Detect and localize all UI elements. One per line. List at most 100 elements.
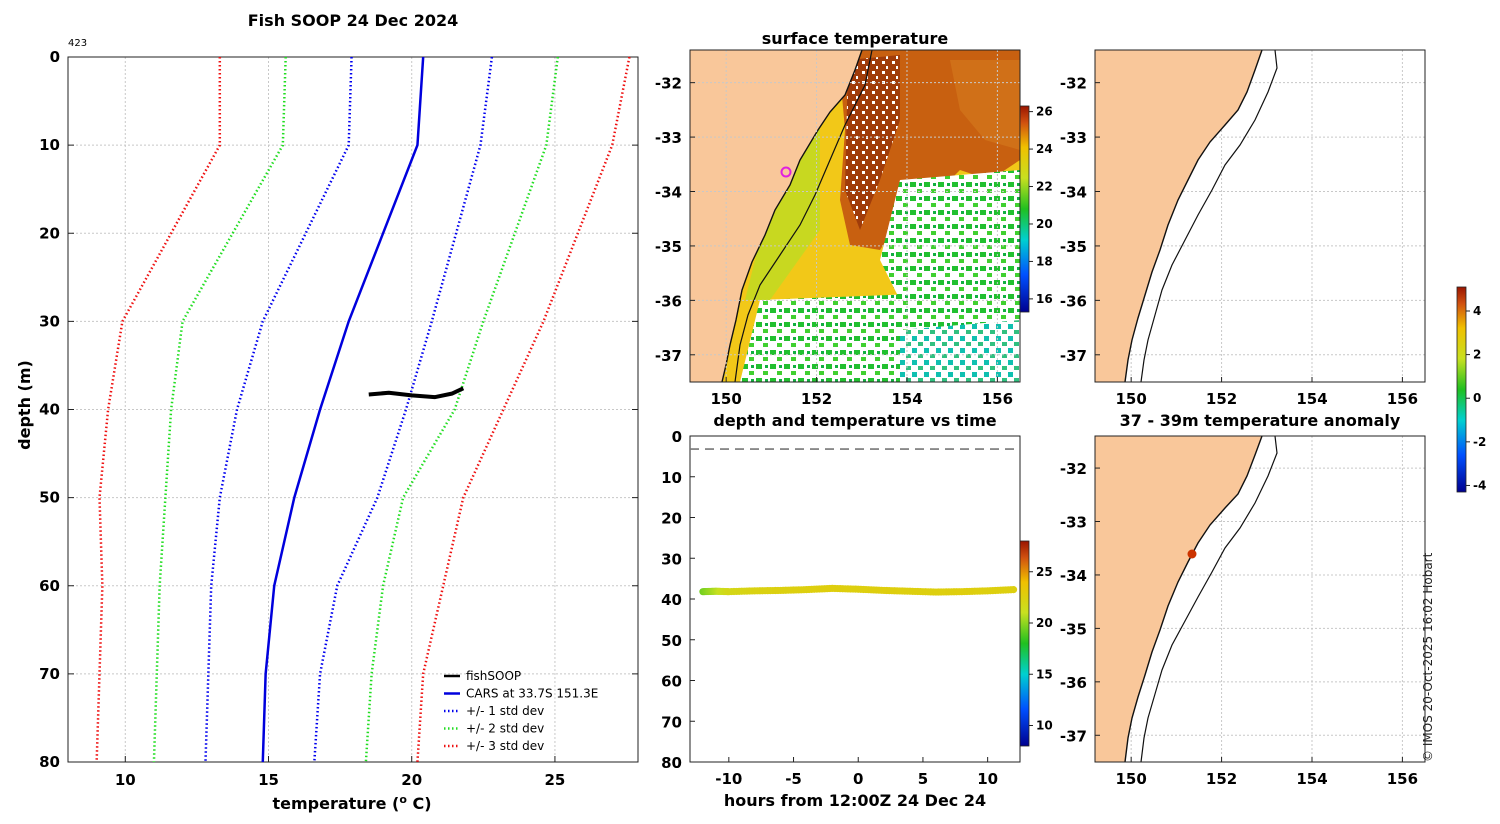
profile-ticks: 10 15 20 25 0 10 20 30 40 50 60 70 80 [39,48,638,789]
bathy-lon-tick-label: 154 [1296,390,1327,408]
profile-y-tick-label: 20 [39,224,60,242]
timeseries-colorbar [1019,540,1030,747]
timeseries-y-tick-label: 30 [661,550,682,568]
anomaly-contour [1140,435,1278,763]
anom-lon-tick-label: 152 [1206,770,1237,788]
anomaly-colorbar [1456,286,1467,493]
anomaly-colorbar-label: 2 [1473,348,1481,362]
bathy-land [1095,50,1262,382]
timeseries-panel: depth and temperature vs time -10 -5 0 5 10 0… [661,411,1053,810]
timeseries-x-tick-label: 10 [977,770,998,788]
profile-x-tick-label: 20 [401,771,422,789]
sst-lat-tick-label: -36 [655,292,682,310]
sst-cool-southeast [900,320,1020,382]
profile-legend-label: +/- 3 std dev [466,739,544,753]
sst-ticks: 150 152 154 156 -32 -33 -34 -35 -36 -37 [655,75,1013,408]
imos-credit-text: © IMOS 20-Oct-2025 16:02 Hobart [1421,552,1435,762]
timeseries-y-tick-label: 80 [661,754,682,772]
timeseries-axes-box [689,435,1021,763]
timeseries-point [1009,586,1018,594]
profile-x-tick-label: 15 [258,771,279,789]
timeseries-x-tick-label: 0 [853,770,863,788]
profile-series-line-0 [261,56,425,763]
anomaly-axes-box [1094,435,1426,763]
sst-lon-tick-label: 152 [801,390,832,408]
sst-coastline [721,49,863,383]
timeseries-y-tick-label: 50 [661,632,682,650]
sst-colorbar-label: 24 [1036,142,1053,156]
timeseries-y-tick-label: 70 [661,713,682,731]
sst-lat-tick-label: -32 [655,75,682,93]
profile-y-tick-label: 80 [39,753,60,771]
profile-fishsoop-line [368,386,465,400]
anomaly-map-title: 37 - 39m temperature anomaly [1120,411,1401,430]
anom-lon-tick-label: 156 [1387,770,1418,788]
profile-x-label: temperature (o C) [272,793,431,813]
anom-lat-tick-label: -32 [1060,460,1087,478]
sst-lat-tick-label: -37 [655,347,682,365]
anom-lat-tick-label: -36 [1060,674,1087,692]
anomaly-colorbar-label: -4 [1473,478,1486,492]
timeseries-y-tick-label: 60 [661,673,682,691]
profile-legend-label: +/- 1 std dev [466,704,544,718]
sst-lon-tick-label: 150 [711,390,742,408]
bathy-lat-tick-label: -35 [1060,238,1087,256]
timeseries-points [699,584,1018,596]
profile-y-tick-label: 50 [39,489,60,507]
anomaly-colorbar-ticks: 4 2 0 -2 -4 [1466,304,1486,492]
bathy-lat-tick-label: -33 [1060,129,1087,147]
profile-x-tick-label: 10 [115,771,136,789]
timeseries-colorbar-label: 20 [1036,616,1053,630]
profile-series-line-6 [416,56,631,763]
profile-y-tick-label: 10 [39,136,60,154]
sst-colorbar-label: 20 [1036,217,1053,231]
profile-y-tick-label: 60 [39,577,60,595]
profile-title: Fish SOOP 24 Dec 2024 [248,11,458,30]
profile-series-line-4 [364,56,560,763]
bathy-lat-tick-label: -36 [1060,292,1087,310]
profile-legend-label: fishSOOP [466,669,521,683]
profile-panel: Fish SOOP 24 Dec 2024 423 10 15 20 25 0 10 20 3… [15,11,639,813]
bathy-lat-tick-label: -34 [1060,184,1087,202]
profile-series [95,56,631,763]
profile-series-line-5 [95,57,222,763]
profile-id-label: 423 [68,38,87,49]
anomaly-colorbar-label: 0 [1473,391,1481,405]
sst-land [690,50,862,382]
anom-lat-tick-label: -34 [1060,567,1087,585]
profile-legend-label: +/- 2 std dev [466,722,544,736]
bathy-lon-tick-label: 152 [1206,390,1237,408]
anom-lat-tick-label: -35 [1060,620,1087,638]
timeseries-x-tick-label: 5 [918,770,928,788]
bathy-coastline [1124,49,1263,383]
bathy-contour [1140,49,1278,383]
sst-colorbar-label: 16 [1036,292,1053,306]
timeseries-y-tick-label: 10 [661,469,682,487]
anomaly-map-panel: 37 - 39m temperature anomaly 150 152 154 15… [1060,286,1486,788]
anom-lon-tick-label: 154 [1296,770,1327,788]
profile-legend: fishSOOP CARS at 33.7S 151.3E +/- 1 std de… [444,669,598,753]
sst-shelf-contour [734,49,873,383]
timeseries-x-tick-label: -10 [715,770,742,788]
profile-x-tick-label: 25 [544,771,565,789]
profile-grid [68,56,638,763]
bathy-ticks: 150 152 154 156 -32 -33 -34 -35 -36 -37 [1060,75,1418,408]
timeseries-colorbar-ticks: 25 20 15 10 [1029,565,1053,733]
anom-lon-tick-label: 150 [1116,770,1147,788]
sst-lat-tick-label: -33 [655,129,682,147]
anomaly-fishsoop-marker [1187,549,1197,559]
anom-lat-tick-label: -33 [1060,514,1087,532]
timeseries-y-tick-label: 0 [672,428,682,446]
timeseries-title: depth and temperature vs time [713,411,996,430]
profile-y-label: depth (m) [15,360,34,450]
profile-y-tick-label: 0 [50,48,60,66]
timeseries-colorbar-label: 10 [1036,719,1053,733]
sst-grid [690,50,1020,382]
anomaly-land [1095,436,1262,762]
sst-colorbar-label: 18 [1036,254,1053,268]
profile-y-tick-label: 30 [39,312,60,330]
anomaly-ticks: 150 152 154 156 -32 -33 -34 -35 -36 -37 [1060,460,1418,788]
timeseries-x-label: hours from 12:00Z 24 Dec 24 [724,791,986,810]
bathy-lon-tick-label: 150 [1116,390,1147,408]
